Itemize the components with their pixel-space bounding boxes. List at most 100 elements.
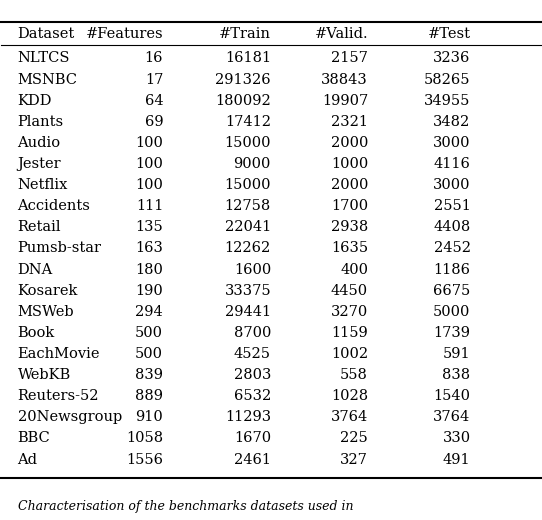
Text: 400: 400 xyxy=(340,263,368,277)
Text: 2157: 2157 xyxy=(331,51,368,66)
Text: 17412: 17412 xyxy=(225,115,271,129)
Text: Audio: Audio xyxy=(17,136,61,150)
Text: 58265: 58265 xyxy=(424,72,470,86)
Text: 15000: 15000 xyxy=(224,178,271,192)
Text: 2000: 2000 xyxy=(331,136,368,150)
Text: Ad: Ad xyxy=(17,452,37,466)
Text: 2551: 2551 xyxy=(434,199,470,213)
Text: 500: 500 xyxy=(135,347,163,361)
Text: #Train: #Train xyxy=(219,27,271,41)
Text: 6675: 6675 xyxy=(433,284,470,297)
Text: 1028: 1028 xyxy=(331,389,368,403)
Text: Book: Book xyxy=(17,326,55,340)
Text: 100: 100 xyxy=(136,136,163,150)
Text: 1635: 1635 xyxy=(331,241,368,255)
Text: 1739: 1739 xyxy=(434,326,470,340)
Text: Reuters-52: Reuters-52 xyxy=(17,389,99,403)
Text: Accidents: Accidents xyxy=(17,199,91,213)
Text: 591: 591 xyxy=(443,347,470,361)
Text: 2938: 2938 xyxy=(331,220,368,235)
Text: 12262: 12262 xyxy=(225,241,271,255)
Text: #Valid.: #Valid. xyxy=(314,27,368,41)
Text: Plants: Plants xyxy=(17,115,64,129)
Text: 2321: 2321 xyxy=(331,115,368,129)
Text: 34955: 34955 xyxy=(424,94,470,108)
Text: 3000: 3000 xyxy=(433,136,470,150)
Text: #Test: #Test xyxy=(428,27,470,41)
Text: 163: 163 xyxy=(136,241,163,255)
Text: 1670: 1670 xyxy=(234,432,271,446)
Text: 15000: 15000 xyxy=(224,136,271,150)
Text: 19907: 19907 xyxy=(322,94,368,108)
Text: 500: 500 xyxy=(135,326,163,340)
Text: 29441: 29441 xyxy=(225,305,271,319)
Text: Retail: Retail xyxy=(17,220,61,235)
Text: KDD: KDD xyxy=(17,94,52,108)
Text: 1540: 1540 xyxy=(434,389,470,403)
Text: 5000: 5000 xyxy=(433,305,470,319)
Text: 20Newsgroup: 20Newsgroup xyxy=(17,410,122,424)
Text: 889: 889 xyxy=(135,389,163,403)
Text: 190: 190 xyxy=(136,284,163,297)
Text: EachMovie: EachMovie xyxy=(17,347,100,361)
Text: 1186: 1186 xyxy=(434,263,470,277)
Text: Pumsb-star: Pumsb-star xyxy=(17,241,101,255)
Text: 291326: 291326 xyxy=(215,72,271,86)
Text: 2803: 2803 xyxy=(234,368,271,382)
Text: WebKB: WebKB xyxy=(17,368,71,382)
Text: 294: 294 xyxy=(136,305,163,319)
Text: NLTCS: NLTCS xyxy=(17,51,70,66)
Text: 16181: 16181 xyxy=(225,51,271,66)
Text: 8700: 8700 xyxy=(234,326,271,340)
Text: 9000: 9000 xyxy=(234,157,271,171)
Text: 1058: 1058 xyxy=(126,432,163,446)
Text: 69: 69 xyxy=(145,115,163,129)
Text: 330: 330 xyxy=(442,432,470,446)
Text: 2000: 2000 xyxy=(331,178,368,192)
Text: 327: 327 xyxy=(340,452,368,466)
Text: 16: 16 xyxy=(145,51,163,66)
Text: 100: 100 xyxy=(136,178,163,192)
Text: 910: 910 xyxy=(136,410,163,424)
Text: 225: 225 xyxy=(340,432,368,446)
Text: 17: 17 xyxy=(145,72,163,86)
Text: MSWeb: MSWeb xyxy=(17,305,74,319)
Text: 491: 491 xyxy=(443,452,470,466)
Text: 33375: 33375 xyxy=(224,284,271,297)
Text: 1000: 1000 xyxy=(331,157,368,171)
Text: #Features: #Features xyxy=(86,27,163,41)
Text: 12758: 12758 xyxy=(225,199,271,213)
Text: 4450: 4450 xyxy=(331,284,368,297)
Text: 839: 839 xyxy=(135,368,163,382)
Text: 2452: 2452 xyxy=(434,241,470,255)
Text: 1600: 1600 xyxy=(234,263,271,277)
Text: 180: 180 xyxy=(136,263,163,277)
Text: 3764: 3764 xyxy=(433,410,470,424)
Text: 1159: 1159 xyxy=(331,326,368,340)
Text: 3236: 3236 xyxy=(433,51,470,66)
Text: 1556: 1556 xyxy=(126,452,163,466)
Text: 3270: 3270 xyxy=(331,305,368,319)
Text: 4116: 4116 xyxy=(434,157,470,171)
Text: 135: 135 xyxy=(136,220,163,235)
Text: 22041: 22041 xyxy=(225,220,271,235)
Text: BBC: BBC xyxy=(17,432,50,446)
Text: Kosarek: Kosarek xyxy=(17,284,78,297)
Text: 558: 558 xyxy=(340,368,368,382)
Text: 111: 111 xyxy=(136,199,163,213)
Text: 3000: 3000 xyxy=(433,178,470,192)
Text: 6532: 6532 xyxy=(234,389,271,403)
Text: 838: 838 xyxy=(442,368,470,382)
Text: 1700: 1700 xyxy=(331,199,368,213)
Text: 4525: 4525 xyxy=(234,347,271,361)
Text: 100: 100 xyxy=(136,157,163,171)
Text: Characterisation of the benchmarks datasets used in: Characterisation of the benchmarks datas… xyxy=(17,500,353,513)
Text: 2461: 2461 xyxy=(234,452,271,466)
Text: DNA: DNA xyxy=(17,263,53,277)
Text: 3764: 3764 xyxy=(331,410,368,424)
Text: 180092: 180092 xyxy=(215,94,271,108)
Text: Jester: Jester xyxy=(17,157,61,171)
Text: Dataset: Dataset xyxy=(17,27,75,41)
Text: 4408: 4408 xyxy=(433,220,470,235)
Text: 3482: 3482 xyxy=(433,115,470,129)
